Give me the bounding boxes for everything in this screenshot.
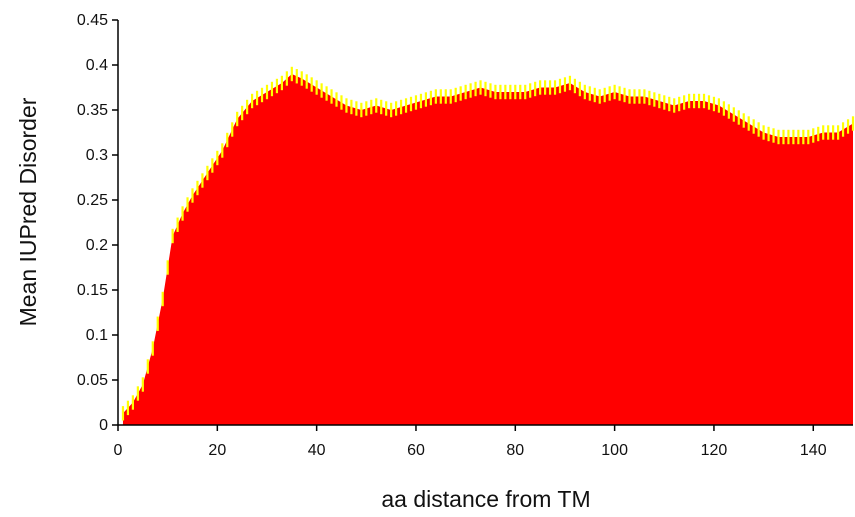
x-ticks: 0 20 40 60 80 100 120 140 — [114, 425, 827, 459]
y-tick-label: 0.2 — [86, 237, 108, 254]
y-tick-label: 0.15 — [77, 282, 108, 299]
y-tick-label: 0.45 — [77, 12, 108, 29]
area-fill — [122, 74, 854, 425]
x-tick-label: 120 — [701, 442, 728, 459]
y-tick-label: 0.3 — [86, 147, 108, 164]
error-bars — [121, 66, 855, 421]
axes: 0 0.05 0.1 0.15 0.2 0.25 0.3 0.35 0.4 0.45 0 20 40 6… — [77, 12, 853, 459]
y-tick-label: 0.05 — [77, 372, 108, 389]
x-axis-title: aa distance from TM — [381, 486, 590, 512]
x-tick-label: 40 — [308, 442, 326, 459]
y-tick-label: 0.1 — [86, 327, 108, 344]
x-tick-label: 0 — [114, 442, 123, 459]
x-tick-label: 100 — [601, 442, 628, 459]
x-tick-label: 60 — [407, 442, 425, 459]
y-tick-label: 0 — [99, 417, 108, 434]
y-tick-label: 0.25 — [77, 192, 108, 209]
x-tick-label: 140 — [800, 442, 827, 459]
y-axis-title: Mean IUPred Disorder — [15, 97, 41, 326]
plot-area — [121, 66, 855, 425]
y-tick-label: 0.4 — [86, 57, 108, 74]
x-tick-label: 20 — [208, 442, 226, 459]
y-tick-label: 0.35 — [77, 102, 108, 119]
y-ticks: 0 0.05 0.1 0.15 0.2 0.25 0.3 0.35 0.4 0.45 — [77, 12, 118, 434]
x-tick-label: 80 — [506, 442, 524, 459]
